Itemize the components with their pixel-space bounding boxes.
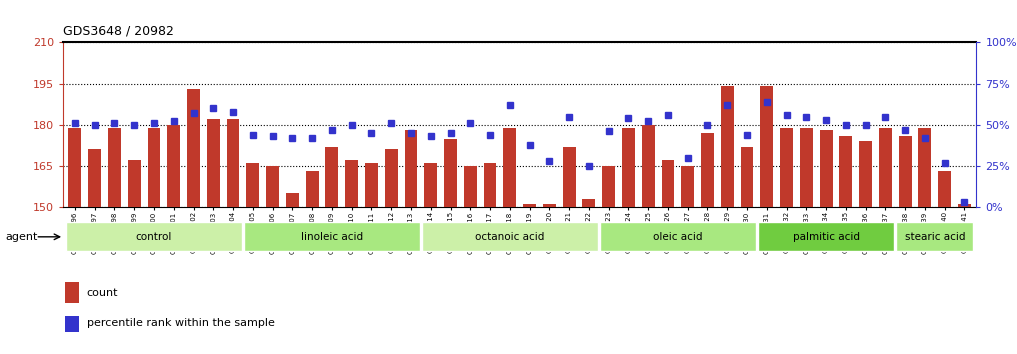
Bar (721, 86, 733, 207)
Bar (859, 141, 872, 207)
Bar (642, 125, 655, 207)
Bar (484, 163, 496, 207)
Bar (147, 127, 161, 207)
Bar (780, 127, 793, 207)
Bar (68, 127, 81, 207)
Bar (244, 222, 420, 251)
Bar (958, 204, 971, 207)
Text: octanoic acid: octanoic acid (475, 232, 544, 242)
Bar (622, 127, 635, 207)
Text: control: control (136, 232, 172, 242)
Text: count: count (86, 288, 118, 298)
Text: percentile rank within the sample: percentile rank within the sample (86, 318, 275, 328)
Bar (800, 127, 813, 207)
Bar (306, 171, 318, 207)
Bar (266, 166, 279, 207)
Bar (384, 149, 398, 207)
Bar (405, 130, 417, 207)
Text: oleic acid: oleic acid (653, 232, 703, 242)
Bar (286, 193, 299, 207)
Bar (740, 147, 754, 207)
Bar (503, 127, 517, 207)
Bar (187, 89, 200, 207)
Bar (66, 222, 242, 251)
Bar (918, 127, 932, 207)
Bar (761, 86, 773, 207)
Bar (820, 130, 833, 207)
Bar (65, 316, 79, 332)
Bar (879, 127, 892, 207)
Bar (422, 222, 598, 251)
Bar (128, 160, 140, 207)
Bar (661, 160, 674, 207)
Bar (444, 138, 457, 207)
Bar (839, 136, 852, 207)
Bar (543, 204, 555, 207)
Bar (365, 163, 378, 207)
Bar (108, 127, 121, 207)
Bar (168, 125, 180, 207)
Bar (896, 222, 973, 251)
Text: linoleic acid: linoleic acid (301, 232, 363, 242)
Text: stearic acid: stearic acid (904, 232, 965, 242)
Bar (464, 166, 477, 207)
Bar (227, 119, 239, 207)
Bar (345, 160, 358, 207)
Bar (523, 204, 536, 207)
Bar (602, 166, 615, 207)
Bar (701, 133, 714, 207)
Bar (206, 119, 220, 207)
Bar (88, 149, 101, 207)
Bar (325, 147, 339, 207)
Bar (899, 136, 911, 207)
Text: agent: agent (6, 232, 38, 242)
Bar (600, 222, 756, 251)
Text: palmitic acid: palmitic acid (792, 232, 859, 242)
Bar (681, 166, 695, 207)
Bar (939, 171, 951, 207)
Text: GDS3648 / 20982: GDS3648 / 20982 (63, 25, 174, 38)
Bar (246, 163, 259, 207)
Bar (583, 199, 595, 207)
Bar (758, 222, 894, 251)
Bar (562, 147, 576, 207)
Bar (65, 282, 79, 303)
Bar (424, 163, 437, 207)
